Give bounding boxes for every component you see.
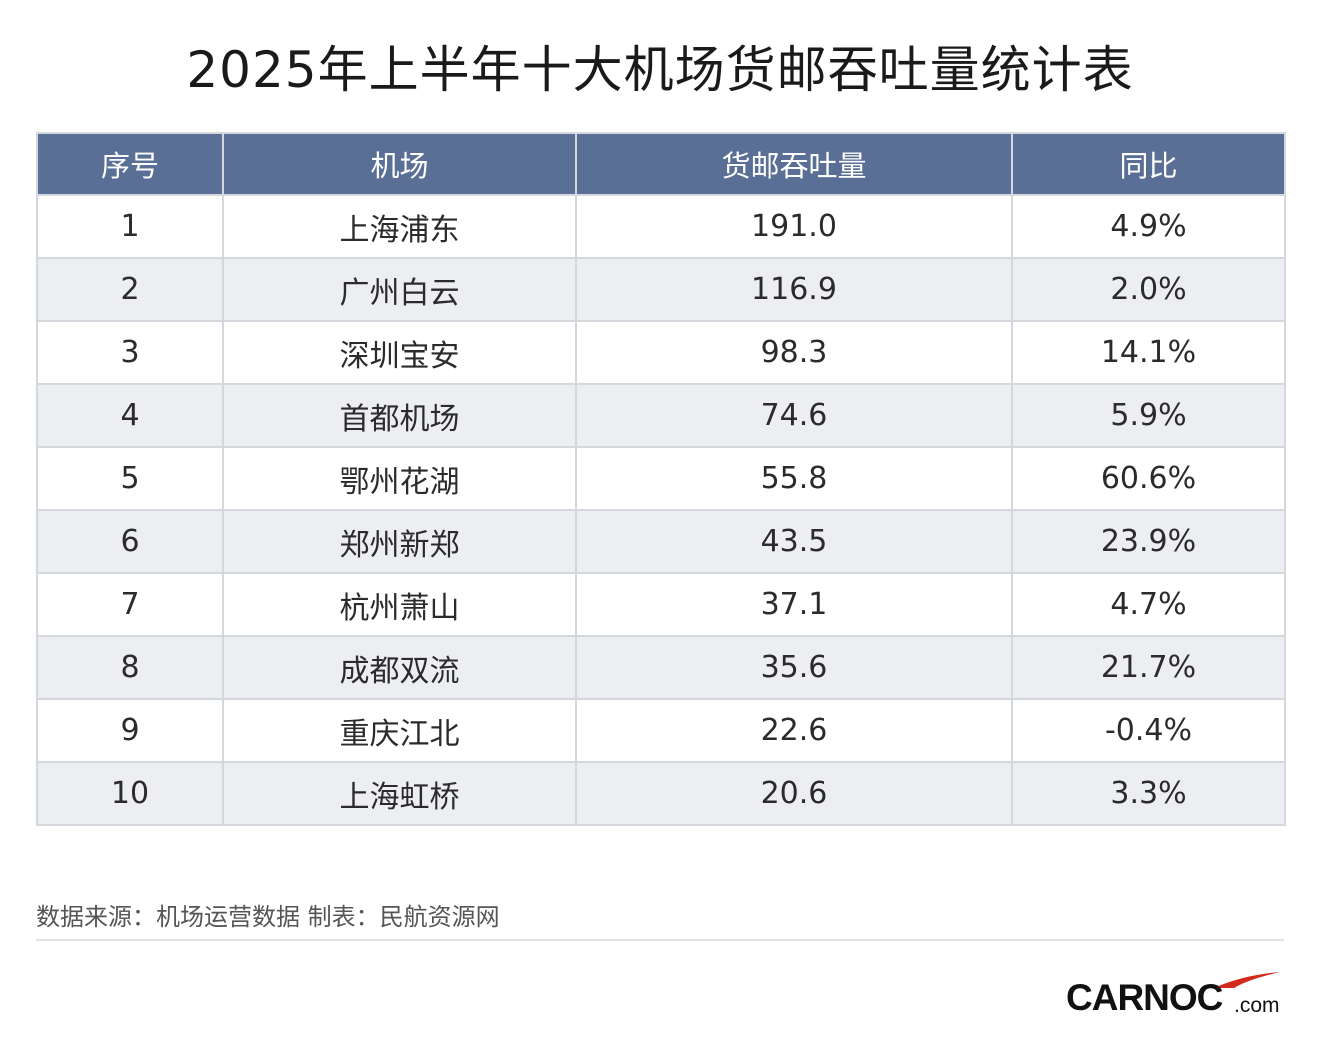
table-row: 1 上海浦东 191.0 4.9% — [36, 194, 1286, 259]
cell-rank: 2 — [36, 257, 224, 322]
cell-rank: 6 — [36, 509, 224, 574]
header-yoy: 同比 — [1011, 132, 1286, 196]
table-row: 2 广州白云 116.9 2.0% — [36, 257, 1286, 322]
cell-throughput: 191.0 — [575, 194, 1013, 259]
footer-divider — [36, 939, 1284, 941]
cell-yoy: 3.3% — [1011, 761, 1286, 826]
table-row: 7 杭州萧山 37.1 4.7% — [36, 572, 1286, 637]
carnoc-logo: CARNOC .com — [1062, 966, 1284, 1026]
cell-yoy: 21.7% — [1011, 635, 1286, 700]
cell-airport: 上海虹桥 — [222, 761, 577, 826]
cell-airport: 郑州新郑 — [222, 509, 577, 574]
cell-yoy: 4.9% — [1011, 194, 1286, 259]
logo-suffix: .com — [1234, 994, 1280, 1017]
cell-rank: 7 — [36, 572, 224, 637]
table-row: 9 重庆江北 22.6 -0.4% — [36, 698, 1286, 763]
cell-rank: 1 — [36, 194, 224, 259]
cell-throughput: 116.9 — [575, 257, 1013, 322]
data-table: 序号 机场 货邮吞吐量 同比 1 上海浦东 191.0 4.9% 2 广州白云 … — [36, 132, 1286, 826]
header-throughput: 货邮吞吐量 — [575, 132, 1013, 196]
cell-yoy: 60.6% — [1011, 446, 1286, 511]
cell-yoy: 23.9% — [1011, 509, 1286, 574]
cell-yoy: 4.7% — [1011, 572, 1286, 637]
data-source-note: 数据来源：机场运营数据 制表：民航资源网 — [36, 903, 500, 931]
cell-rank: 3 — [36, 320, 224, 385]
logo-wordmark: CARNOC — [1066, 977, 1223, 1018]
cell-rank: 5 — [36, 446, 224, 511]
cell-rank: 4 — [36, 383, 224, 448]
cell-yoy: 2.0% — [1011, 257, 1286, 322]
cell-throughput: 20.6 — [575, 761, 1013, 826]
cell-throughput: 43.5 — [575, 509, 1013, 574]
cell-throughput: 98.3 — [575, 320, 1013, 385]
table-row: 10 上海虹桥 20.6 3.3% — [36, 761, 1286, 826]
cell-yoy: -0.4% — [1011, 698, 1286, 763]
cell-airport: 上海浦东 — [222, 194, 577, 259]
table-header-row: 序号 机场 货邮吞吐量 同比 — [36, 132, 1286, 196]
page-title: 2025年上半年十大机场货邮吞吐量统计表 — [186, 41, 1134, 99]
cell-rank: 9 — [36, 698, 224, 763]
cell-throughput: 74.6 — [575, 383, 1013, 448]
cell-yoy: 14.1% — [1011, 320, 1286, 385]
table-row: 5 鄂州花湖 55.8 60.6% — [36, 446, 1286, 511]
cell-airport: 鄂州花湖 — [222, 446, 577, 511]
cell-throughput: 55.8 — [575, 446, 1013, 511]
cell-airport: 成都双流 — [222, 635, 577, 700]
cell-yoy: 5.9% — [1011, 383, 1286, 448]
cell-airport: 杭州萧山 — [222, 572, 577, 637]
table-row: 4 首都机场 74.6 5.9% — [36, 383, 1286, 448]
table-row: 3 深圳宝安 98.3 14.1% — [36, 320, 1286, 385]
cell-rank: 8 — [36, 635, 224, 700]
cell-airport: 广州白云 — [222, 257, 577, 322]
cell-throughput: 37.1 — [575, 572, 1013, 637]
swoosh-icon — [1214, 972, 1280, 988]
cell-airport: 重庆江北 — [222, 698, 577, 763]
table-row: 6 郑州新郑 43.5 23.9% — [36, 509, 1286, 574]
header-airport: 机场 — [222, 132, 577, 196]
cell-rank: 10 — [36, 761, 224, 826]
header-rank: 序号 — [36, 132, 224, 196]
cell-airport: 深圳宝安 — [222, 320, 577, 385]
table-row: 8 成都双流 35.6 21.7% — [36, 635, 1286, 700]
cell-airport: 首都机场 — [222, 383, 577, 448]
cell-throughput: 35.6 — [575, 635, 1013, 700]
cell-throughput: 22.6 — [575, 698, 1013, 763]
